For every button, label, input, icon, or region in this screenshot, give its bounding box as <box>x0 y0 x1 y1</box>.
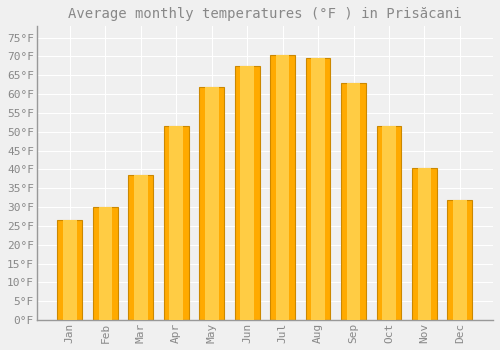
Bar <box>200 86 224 320</box>
Bar <box>240 66 254 320</box>
Bar <box>448 199 472 320</box>
Bar <box>235 66 260 320</box>
Bar <box>134 175 147 320</box>
Bar <box>376 126 402 320</box>
Bar <box>164 126 188 320</box>
Bar <box>276 55 289 320</box>
Bar <box>58 220 82 320</box>
Bar <box>311 58 325 320</box>
Bar <box>128 175 153 320</box>
Bar <box>341 83 366 320</box>
Bar <box>453 199 466 320</box>
Bar <box>63 220 76 320</box>
Bar <box>205 86 218 320</box>
Bar <box>346 83 360 320</box>
Bar <box>270 55 295 320</box>
Bar <box>418 168 432 320</box>
Bar <box>93 207 118 320</box>
Bar <box>306 58 330 320</box>
Title: Average monthly temperatures (°F ) in Prisăcani: Average monthly temperatures (°F ) in Pr… <box>68 7 462 21</box>
Bar <box>170 126 183 320</box>
Bar <box>382 126 396 320</box>
Bar <box>98 207 112 320</box>
Bar <box>412 168 437 320</box>
